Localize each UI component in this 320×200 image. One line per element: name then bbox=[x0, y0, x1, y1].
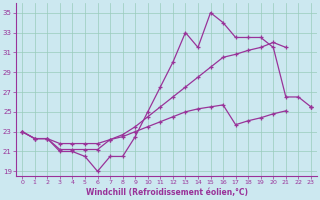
X-axis label: Windchill (Refroidissement éolien,°C): Windchill (Refroidissement éolien,°C) bbox=[85, 188, 248, 197]
